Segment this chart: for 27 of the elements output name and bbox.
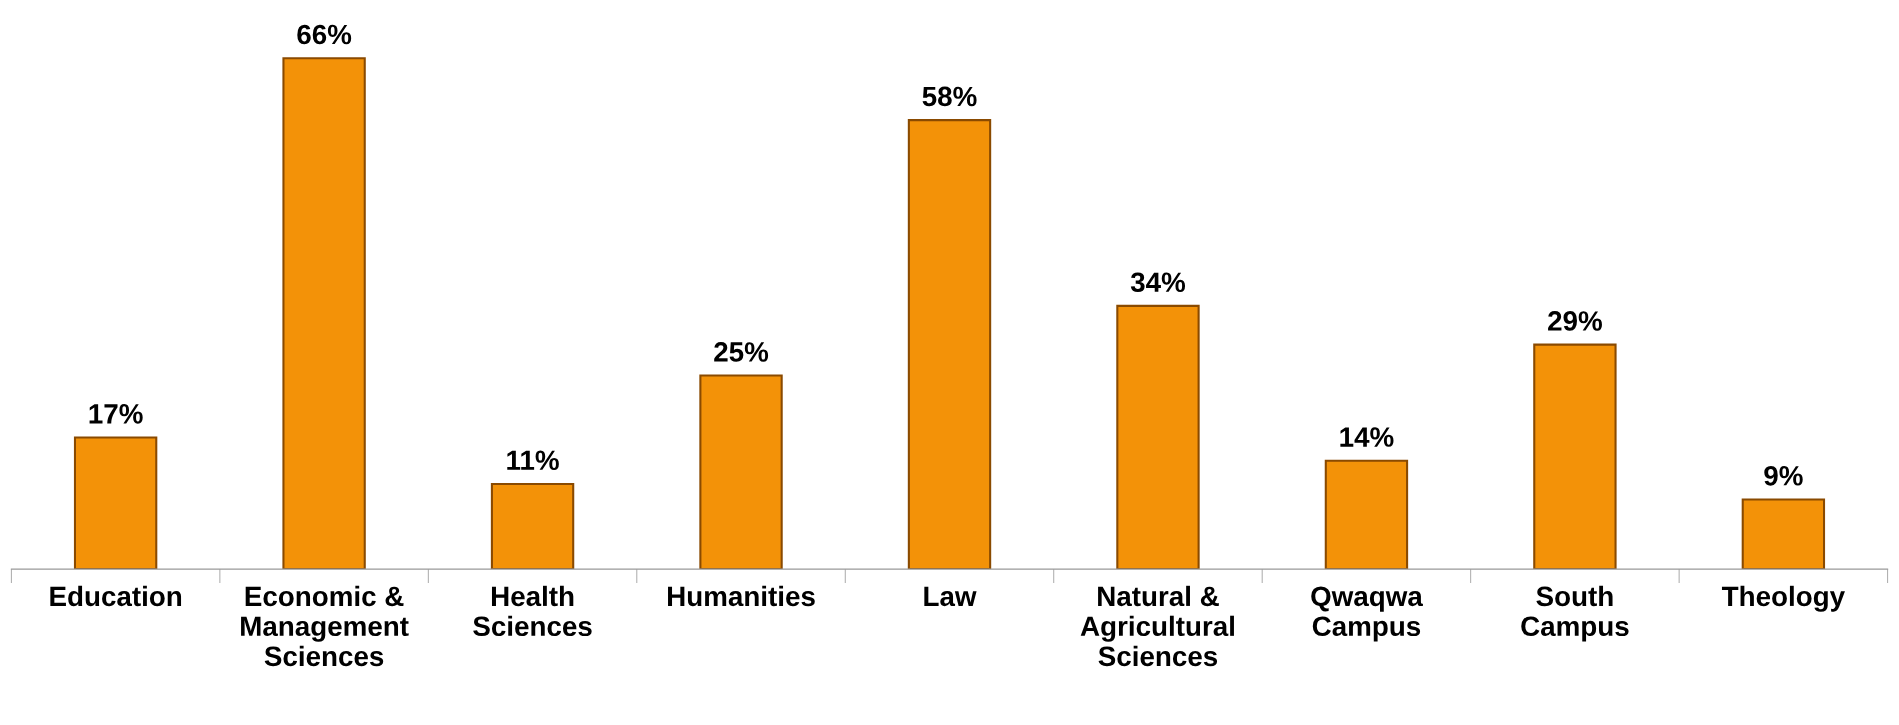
x-tick-label: Theology — [1721, 585, 1845, 612]
data-label: 11% — [507, 450, 559, 471]
data-label: 25% — [714, 342, 769, 362]
x-tick-label: Qwaqwa Campus — [1311, 586, 1423, 642]
data-label: 14% — [1340, 427, 1394, 447]
x-tick-label: Health Sciences — [473, 585, 592, 637]
data-label: 9% — [1764, 465, 1803, 486]
data-label: 17% — [89, 404, 143, 424]
data-label: 58% — [922, 86, 977, 107]
bar — [699, 374, 783, 570]
bar — [1741, 498, 1826, 570]
bar — [907, 119, 992, 570]
bar — [1116, 304, 1200, 570]
bar — [490, 482, 575, 570]
x-tick-label: Education — [50, 585, 182, 607]
bar — [282, 57, 366, 570]
bar — [73, 436, 158, 570]
bar — [1533, 343, 1617, 570]
data-label: 29% — [1548, 311, 1602, 331]
x-tick-label: Natural & Agricultural Sciences — [1080, 585, 1234, 667]
bar — [1324, 459, 1409, 570]
x-tick-label: Economic & Management Sciences — [241, 585, 409, 667]
data-label: 66% — [297, 24, 352, 45]
x-tick-label: Law — [924, 586, 977, 607]
x-tick-label: South Campus — [1521, 585, 1629, 642]
x-tick-label: Humanities — [668, 585, 815, 607]
data-label: 34% — [1130, 272, 1186, 293]
